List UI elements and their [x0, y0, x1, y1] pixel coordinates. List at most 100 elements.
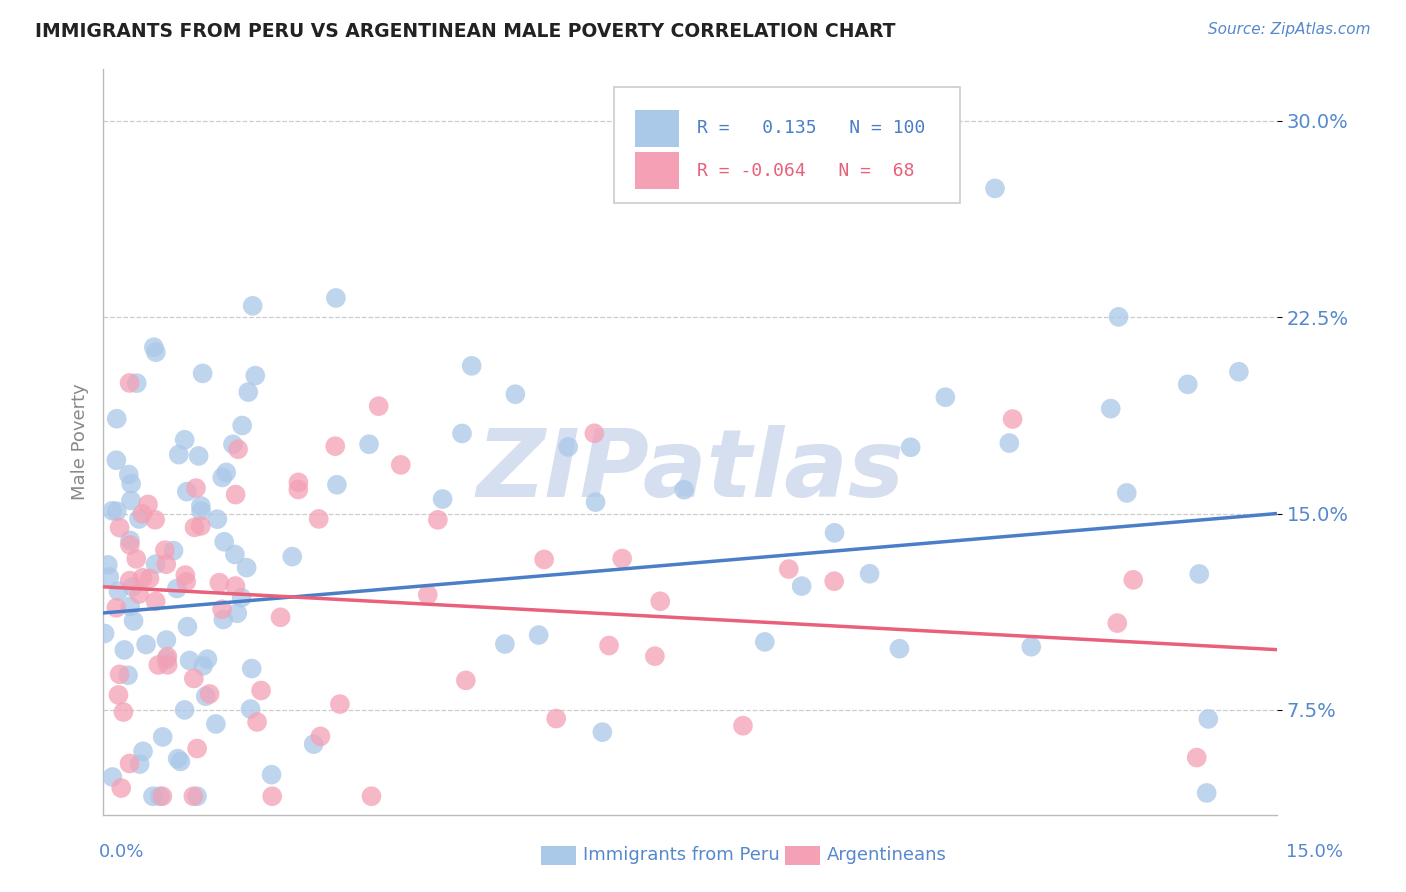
Point — [262, 789, 284, 804]
Point — [1108, 310, 1130, 324]
Text: R = -0.064   N =  68: R = -0.064 N = 68 — [697, 161, 914, 179]
Point — [173, 433, 195, 447]
Point — [226, 442, 249, 457]
Point — [194, 690, 217, 704]
Point — [166, 752, 188, 766]
Point — [162, 543, 184, 558]
Y-axis label: Male Poverty: Male Poverty — [72, 384, 89, 500]
Point — [1115, 486, 1137, 500]
Point — [190, 519, 212, 533]
Point — [583, 426, 606, 441]
Point — [281, 549, 304, 564]
Point — [1177, 377, 1199, 392]
Point — [557, 440, 579, 454]
Point — [239, 702, 262, 716]
Point — [212, 613, 235, 627]
Text: IMMIGRANTS FROM PERU VS ARGENTINEAN MALE POVERTY CORRELATION CHART: IMMIGRANTS FROM PERU VS ARGENTINEAN MALE… — [35, 22, 896, 41]
Point — [998, 436, 1021, 450]
Point — [107, 688, 129, 702]
Point — [309, 730, 332, 744]
Point — [117, 668, 139, 682]
Point — [184, 481, 207, 495]
Point — [287, 483, 309, 497]
Point — [222, 437, 245, 451]
Point — [191, 658, 214, 673]
Point — [416, 588, 439, 602]
Point — [105, 504, 128, 518]
Point — [451, 426, 474, 441]
Point — [131, 507, 153, 521]
Point — [270, 610, 292, 624]
Point — [329, 697, 352, 711]
Point — [167, 448, 190, 462]
Point — [432, 491, 454, 506]
Point — [546, 712, 568, 726]
Point — [93, 626, 115, 640]
Point — [934, 390, 956, 404]
Point — [125, 552, 148, 566]
Point — [101, 770, 124, 784]
Point — [207, 512, 229, 526]
Point — [367, 399, 389, 413]
Text: R =   0.135   N = 100: R = 0.135 N = 100 — [697, 120, 925, 137]
Point — [101, 504, 124, 518]
Point — [494, 637, 516, 651]
Point — [235, 560, 257, 574]
Point — [136, 497, 159, 511]
Point — [145, 557, 167, 571]
Point — [112, 705, 135, 719]
Point — [152, 730, 174, 744]
Point — [238, 385, 260, 400]
Point — [211, 602, 233, 616]
Point — [226, 607, 249, 621]
Text: 15.0%: 15.0% — [1285, 843, 1343, 861]
Point — [118, 574, 141, 588]
Point — [454, 673, 477, 688]
Point — [533, 552, 555, 566]
Point — [224, 579, 246, 593]
Point — [824, 525, 846, 540]
Point — [610, 551, 633, 566]
Point — [118, 538, 141, 552]
Point — [142, 789, 165, 804]
Point — [389, 458, 412, 472]
Point — [155, 558, 177, 572]
Text: Argentineans: Argentineans — [827, 847, 946, 864]
Point — [118, 467, 141, 482]
Point — [900, 440, 922, 454]
Point — [108, 667, 131, 681]
Point — [128, 512, 150, 526]
Point — [1107, 616, 1129, 631]
Point — [778, 562, 800, 576]
Point — [149, 789, 172, 804]
Point — [1188, 566, 1211, 581]
Bar — [614, 87, 960, 202]
Text: ZIPatlas: ZIPatlas — [477, 425, 904, 517]
Point — [148, 658, 170, 673]
Point — [1019, 640, 1042, 654]
Point — [790, 579, 813, 593]
Point — [287, 475, 309, 490]
Point — [1227, 365, 1250, 379]
Point — [1195, 786, 1218, 800]
Point — [156, 649, 179, 664]
Point — [325, 291, 347, 305]
Point — [110, 780, 132, 795]
Point — [242, 299, 264, 313]
Point — [176, 619, 198, 633]
Point — [143, 513, 166, 527]
Point — [527, 628, 550, 642]
Point — [460, 359, 482, 373]
Point — [1122, 573, 1144, 587]
Point — [754, 635, 776, 649]
Point — [250, 683, 273, 698]
Point — [105, 411, 128, 425]
Point — [585, 495, 607, 509]
Point — [357, 437, 380, 451]
Point — [231, 418, 253, 433]
Point — [505, 387, 527, 401]
Point — [105, 600, 128, 615]
Point — [198, 687, 221, 701]
Point — [181, 789, 204, 804]
Point — [155, 652, 177, 666]
